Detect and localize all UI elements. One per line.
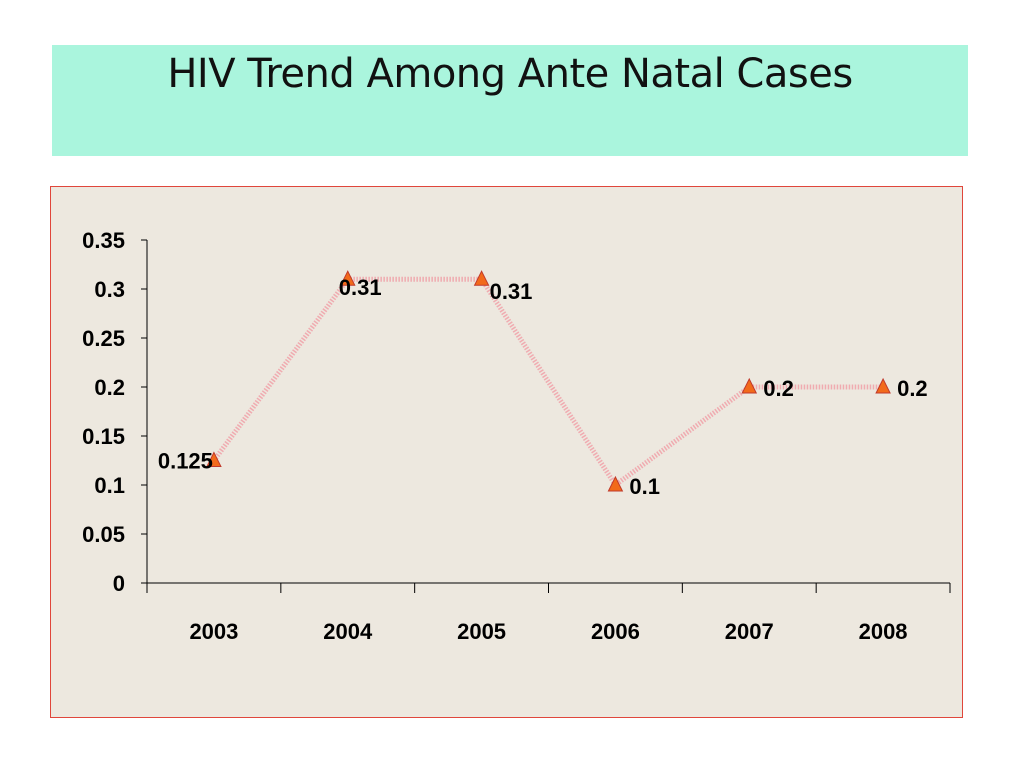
x-tick-label: 2005: [457, 619, 506, 644]
data-point-marker: [741, 377, 758, 394]
data-label: 0.125: [158, 449, 213, 474]
data-label: 0.31: [339, 275, 382, 300]
x-tick-label: 2004: [323, 619, 373, 644]
y-tick-label: 0.05: [82, 522, 125, 547]
x-tick-label: 2003: [189, 619, 238, 644]
data-point-marker: [875, 377, 891, 394]
y-tick-label: 0.15: [82, 424, 125, 449]
data-label: 0.1: [629, 474, 660, 499]
chart-area: [50, 186, 963, 718]
data-label: 0.2: [897, 376, 928, 401]
data-label: 0.2: [763, 376, 794, 401]
y-tick-label: 0.2: [94, 375, 125, 400]
y-tick-label: 0.25: [82, 326, 125, 351]
x-tick-label: 2008: [859, 619, 908, 644]
y-tick-label: 0.1: [94, 473, 125, 498]
series-line: [211, 276, 884, 489]
y-tick-label: 0: [113, 571, 125, 596]
data-point-marker: [206, 451, 222, 467]
x-tick-label: 2006: [591, 619, 640, 644]
slide-title: HIV Trend Among Ante Natal Cases: [167, 51, 853, 97]
y-tick-label: 0.35: [82, 228, 125, 253]
data-point-marker: [339, 270, 356, 286]
data-label: 0.31: [490, 279, 533, 304]
x-tick-label: 2007: [725, 619, 774, 644]
data-point-marker: [473, 270, 490, 286]
y-tick-label: 0.3: [94, 277, 125, 302]
title-banner: HIV Trend Among Ante Natal Cases: [52, 45, 968, 156]
data-point-marker: [607, 475, 624, 492]
